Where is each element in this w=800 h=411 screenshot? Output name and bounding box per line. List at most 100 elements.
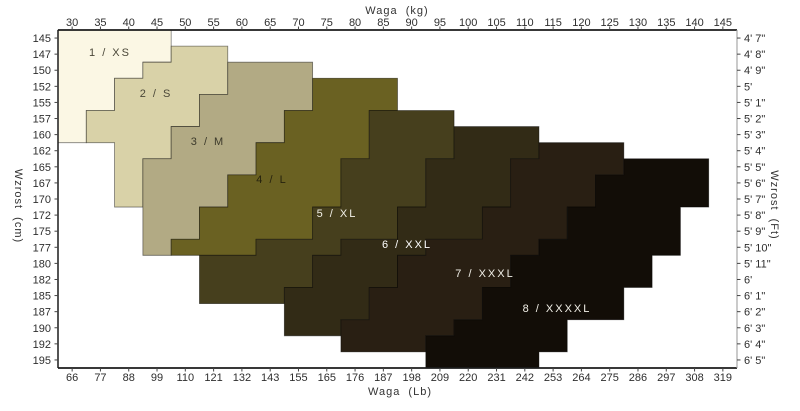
cm-tick-label: 147 xyxy=(33,49,51,61)
lb-tick-label: 165 xyxy=(318,372,336,384)
cm-tick-label: 180 xyxy=(33,258,51,270)
cm-tick-label: 192 xyxy=(33,339,51,351)
kg-tick-label: 95 xyxy=(434,17,446,29)
kg-tick-label: 100 xyxy=(459,17,477,29)
cm-tick-label: 177 xyxy=(33,242,51,254)
cm-tick-label: 187 xyxy=(33,307,51,319)
cm-tick-label: 160 xyxy=(33,130,51,142)
lb-tick-label: 187 xyxy=(374,372,392,384)
size-label-xxl: 6 / XXL xyxy=(382,239,432,251)
ft-tick-label: 5' 4" xyxy=(744,146,765,158)
ft-tick-label: 6' 1" xyxy=(744,291,765,303)
cm-tick-label: 150 xyxy=(33,65,51,77)
left-axis-title: Wzrost (cm) xyxy=(12,169,24,243)
kg-tick-label: 60 xyxy=(236,17,248,29)
top-axis-title: Waga (kg) xyxy=(365,5,428,17)
lb-tick-label: 132 xyxy=(233,372,251,384)
cm-tick-label: 155 xyxy=(33,97,51,109)
size-bands-layer xyxy=(57,29,710,369)
ft-tick-label: 6' 4" xyxy=(744,339,765,351)
cm-tick-label: 172 xyxy=(33,210,51,222)
lb-tick-label: 275 xyxy=(601,372,619,384)
kg-tick-label: 135 xyxy=(657,17,675,29)
tick-labels-layer: 30 35 40 45 50 55 60 65 70 75 80 85 90 95 100 105 110 115… xyxy=(33,17,772,384)
lb-tick-label: 253 xyxy=(544,372,562,384)
ft-tick-label: 5' 1" xyxy=(744,97,765,109)
ft-tick-label: 6' 5" xyxy=(744,355,765,367)
ft-tick-label: 5' 5" xyxy=(744,162,765,174)
kg-tick-label: 105 xyxy=(487,17,505,29)
ft-tick-label: 5' 6" xyxy=(744,178,765,190)
tick-marks-layer xyxy=(54,26,741,372)
ft-tick-label: 5' 8" xyxy=(744,210,765,222)
kg-tick-label: 55 xyxy=(207,17,219,29)
kg-tick-label: 80 xyxy=(349,17,361,29)
ft-tick-label: 4' 7" xyxy=(744,33,765,45)
ft-tick-label: 4' 8" xyxy=(744,49,765,61)
cm-tick-label: 182 xyxy=(33,274,51,286)
cm-tick-label: 167 xyxy=(33,178,51,190)
lb-tick-label: 209 xyxy=(431,372,449,384)
lb-tick-label: 231 xyxy=(487,372,505,384)
kg-tick-label: 110 xyxy=(516,17,534,29)
cm-tick-label: 190 xyxy=(33,323,51,335)
lb-tick-label: 77 xyxy=(94,372,106,384)
ft-tick-label: 6' xyxy=(744,274,752,286)
kg-tick-label: 35 xyxy=(94,17,106,29)
ft-tick-label: 5' xyxy=(744,81,752,93)
ft-tick-label: 5' 10" xyxy=(744,242,772,254)
cm-tick-label: 175 xyxy=(33,226,51,238)
lb-tick-label: 110 xyxy=(177,372,195,384)
lb-tick-label: 220 xyxy=(459,372,477,384)
cm-tick-label: 170 xyxy=(33,194,51,206)
size-label-s: 2 / S xyxy=(140,88,173,100)
lb-tick-label: 297 xyxy=(657,372,675,384)
size-label-l: 4 / L xyxy=(256,174,287,186)
lb-tick-label: 143 xyxy=(261,372,279,384)
bottom-axis-title: Waga (Lb) xyxy=(368,386,432,398)
lb-tick-label: 319 xyxy=(714,372,732,384)
size-label-xxxxl: 8 / XXXXL xyxy=(523,303,592,315)
cm-tick-label: 165 xyxy=(33,162,51,174)
ft-tick-label: 5' 11" xyxy=(744,258,771,270)
kg-tick-label: 125 xyxy=(601,17,619,29)
size-label-xxxl: 7 / XXXL xyxy=(455,268,514,280)
cm-tick-label: 195 xyxy=(33,355,51,367)
ft-tick-label: 5' 3" xyxy=(744,130,765,142)
kg-tick-label: 85 xyxy=(377,17,389,29)
kg-tick-label: 50 xyxy=(179,17,191,29)
cm-tick-label: 145 xyxy=(33,33,51,45)
ft-tick-label: 5' 2" xyxy=(744,114,765,126)
ft-tick-label: 5' 7" xyxy=(744,194,765,206)
lb-tick-label: 308 xyxy=(685,372,703,384)
lb-tick-label: 99 xyxy=(151,372,163,384)
lb-tick-label: 176 xyxy=(346,372,364,384)
right-axis-title: Wzrost (Ft) xyxy=(768,170,780,239)
size-band-labels-layer: 1 / XS 2 / S 3 / M 4 / L 5 / XL 6 / XXL 7 / XX… xyxy=(89,47,592,315)
kg-tick-label: 65 xyxy=(264,17,276,29)
cm-tick-label: 185 xyxy=(33,291,51,303)
kg-tick-label: 140 xyxy=(685,17,703,29)
size-label-xl: 5 / XL xyxy=(317,208,358,220)
kg-tick-label: 70 xyxy=(292,17,304,29)
kg-tick-label: 145 xyxy=(714,17,732,29)
kg-tick-label: 45 xyxy=(151,17,163,29)
lb-tick-label: 121 xyxy=(204,372,222,384)
ft-tick-label: 6' 2" xyxy=(744,307,765,319)
kg-tick-label: 40 xyxy=(123,17,135,29)
lb-tick-label: 286 xyxy=(629,372,647,384)
kg-tick-label: 120 xyxy=(572,17,590,29)
cm-tick-label: 162 xyxy=(33,146,51,158)
lb-tick-label: 88 xyxy=(123,372,135,384)
size-label-m: 3 / M xyxy=(191,136,225,148)
cm-tick-label: 157 xyxy=(33,114,51,126)
kg-tick-label: 130 xyxy=(629,17,647,29)
lb-tick-label: 66 xyxy=(66,372,78,384)
lb-tick-label: 242 xyxy=(516,372,534,384)
kg-tick-label: 30 xyxy=(66,17,78,29)
kg-tick-label: 75 xyxy=(321,17,333,29)
lb-tick-label: 198 xyxy=(402,372,420,384)
kg-tick-label: 90 xyxy=(406,17,418,29)
size-label-xs: 1 / XS xyxy=(89,47,131,59)
